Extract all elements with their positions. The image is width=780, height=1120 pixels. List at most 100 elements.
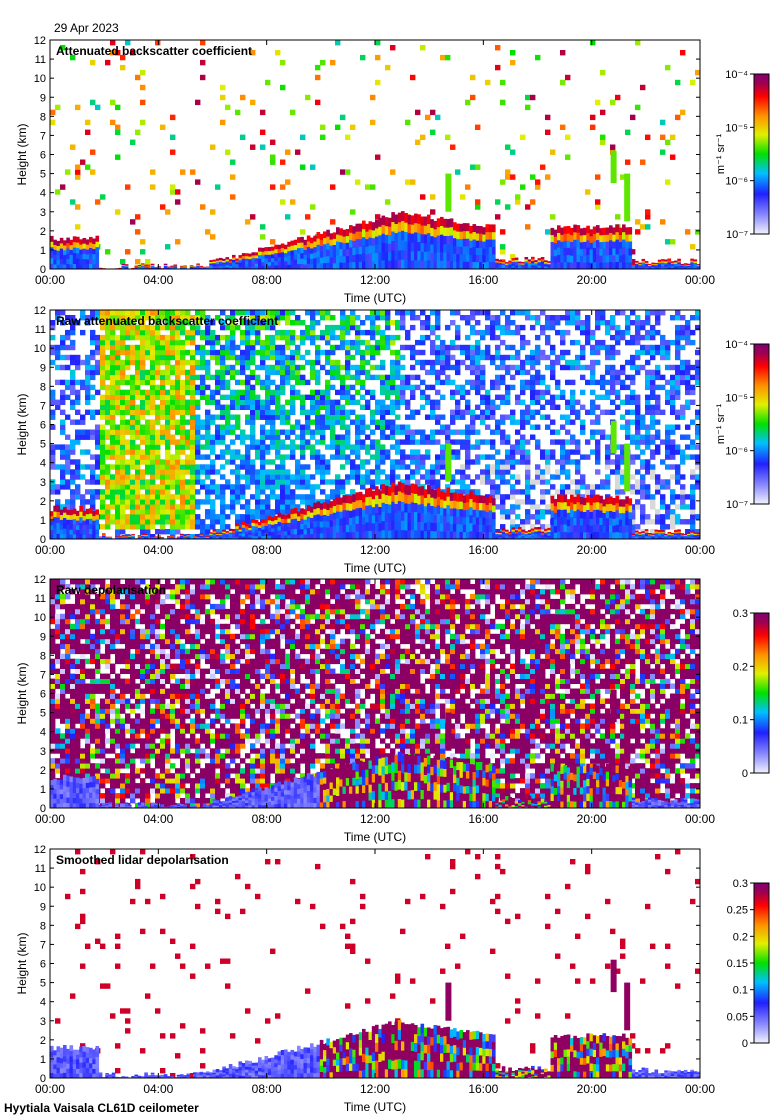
colorbar-label: m⁻¹ sr⁻¹ — [715, 404, 727, 445]
y-tick-label: 6 — [40, 420, 46, 432]
y-tick-label: 2 — [40, 496, 46, 508]
x-tick-label: 12:00 — [360, 543, 390, 557]
y-tick-label: 0 — [40, 1073, 46, 1085]
y-tick-label: 8 — [40, 650, 46, 662]
y-tick-label: 5 — [40, 978, 46, 990]
y-tick-label: 9 — [40, 901, 46, 913]
colorbar-tick-label: 10⁻⁷ — [726, 499, 748, 511]
x-tick-label: 20:00 — [577, 1082, 607, 1096]
colorbar-tick-label: 10⁻⁷ — [726, 229, 748, 241]
y-tick-label: 1 — [40, 784, 46, 796]
y-tick-label: 12 — [34, 305, 46, 317]
y-tick-label: 8 — [40, 920, 46, 932]
y-tick-label: 11 — [35, 863, 46, 875]
y-tick-label: 2 — [40, 1035, 46, 1047]
panel-title-4: Smoothed lidar depolarisation — [56, 853, 229, 867]
x-tick-label: 12:00 — [360, 812, 390, 826]
x-tick-label: 00:00 — [35, 543, 65, 557]
colorbar-tick-label: 10⁻⁵ — [725, 392, 748, 404]
x-tick-label: 00:00 — [685, 1082, 715, 1096]
x-tick-label: 04:00 — [143, 812, 173, 826]
y-tick-label: 0 — [40, 264, 46, 276]
y-axis-label: Height (km) — [15, 662, 29, 724]
colorbar-tick-label: 10⁻⁴ — [725, 69, 748, 81]
x-tick-label: 00:00 — [685, 812, 715, 826]
panel-2: Raw attenuated backscatter coefficient 0 1… — [15, 305, 770, 575]
y-tick-label: 1 — [40, 1054, 46, 1066]
panel-title-3: Raw depolarisation — [56, 583, 166, 597]
x-tick-label: 00:00 — [685, 273, 715, 287]
colorbar-tick-label: 0.1 — [733, 715, 748, 727]
x-tick-label: 08:00 — [252, 1082, 282, 1096]
x-tick-label: 12:00 — [360, 1082, 390, 1096]
colorbar-tick-label: 0.05 — [727, 1011, 748, 1023]
heatmap-field-4 — [50, 849, 700, 1078]
y-tick-label: 3 — [40, 746, 46, 758]
y-tick-label: 6 — [40, 689, 46, 701]
x-tick-label: 12:00 — [360, 273, 390, 287]
colorbar-tick-label: 10⁻⁶ — [725, 446, 748, 458]
y-tick-label: 4 — [40, 727, 46, 739]
y-tick-label: 0 — [40, 534, 46, 546]
x-tick-label: 00:00 — [35, 273, 65, 287]
colorbar-4 — [753, 882, 770, 1044]
y-tick-label: 6 — [40, 150, 46, 162]
colorbar-3 — [753, 612, 770, 774]
y-tick-label: 11 — [35, 324, 46, 336]
x-tick-label: 08:00 — [252, 273, 282, 287]
y-tick-label: 11 — [35, 593, 46, 605]
colorbar-tick-label: 0.15 — [727, 958, 748, 970]
y-tick-label: 4 — [40, 188, 46, 200]
y-tick-label: 9 — [40, 362, 46, 374]
y-tick-label: 8 — [40, 111, 46, 123]
colorbar-label: m⁻¹ sr⁻¹ — [715, 134, 727, 175]
date-label: 29 Apr 2023 — [54, 21, 119, 35]
x-tick-label: 00:00 — [685, 543, 715, 557]
x-tick-label: 20:00 — [577, 812, 607, 826]
y-tick-label: 11 — [35, 54, 46, 66]
panel-1: Attenuated backscatter coefficient012345… — [15, 35, 770, 305]
colorbar-tick-label: 0.2 — [733, 931, 748, 943]
x-tick-label: 16:00 — [468, 273, 498, 287]
y-tick-label: 0 — [40, 803, 46, 815]
colorbar-tick-label: 10⁻⁴ — [725, 339, 748, 351]
colorbar-tick-label: 0.3 — [733, 878, 748, 890]
x-tick-label: 00:00 — [35, 1082, 65, 1096]
y-tick-label: 6 — [40, 959, 46, 971]
panel-title-1: Attenuated backscatter coefficient — [56, 44, 252, 58]
x-axis-label: Time (UTC) — [344, 830, 406, 844]
x-tick-label: 16:00 — [468, 543, 498, 557]
y-tick-label: 5 — [40, 169, 46, 181]
colorbar-tick-label: 10⁻⁵ — [725, 122, 748, 134]
y-axis-label: Height (km) — [15, 123, 29, 185]
y-tick-label: 3 — [40, 207, 46, 219]
y-tick-label: 1 — [40, 515, 46, 527]
y-tick-label: 4 — [40, 997, 46, 1009]
y-axis-label: Height (km) — [15, 393, 29, 455]
panel-4: Smoothed lidar depolarisation01234567891… — [15, 844, 770, 1114]
colorbar-tick-label: 0 — [742, 768, 748, 780]
x-axis-label: Time (UTC) — [344, 291, 406, 305]
colorbar-tick-label: 10⁻⁶ — [725, 176, 748, 188]
x-tick-label: 16:00 — [468, 1082, 498, 1096]
instrument-footer: Hyytiala Vaisala CL61D ceilometer — [4, 1101, 199, 1115]
colorbar-tick-label: 0.1 — [733, 985, 748, 997]
y-tick-label: 3 — [40, 1016, 46, 1028]
y-tick-label: 12 — [34, 844, 46, 856]
x-tick-label: 04:00 — [143, 1082, 173, 1096]
y-tick-label: 4 — [40, 458, 46, 470]
x-tick-label: 08:00 — [252, 543, 282, 557]
y-tick-label: 7 — [40, 939, 46, 951]
colorbar-tick-label: 0.3 — [733, 608, 748, 620]
y-tick-label: 3 — [40, 477, 46, 489]
y-tick-label: 12 — [34, 574, 46, 586]
y-tick-label: 2 — [40, 226, 46, 238]
x-tick-label: 16:00 — [468, 812, 498, 826]
y-tick-label: 2 — [40, 765, 46, 777]
x-tick-label: 20:00 — [577, 273, 607, 287]
heatmap-field-3 — [50, 579, 700, 808]
y-tick-label: 8 — [40, 381, 46, 393]
x-axis-label: Time (UTC) — [344, 561, 406, 575]
